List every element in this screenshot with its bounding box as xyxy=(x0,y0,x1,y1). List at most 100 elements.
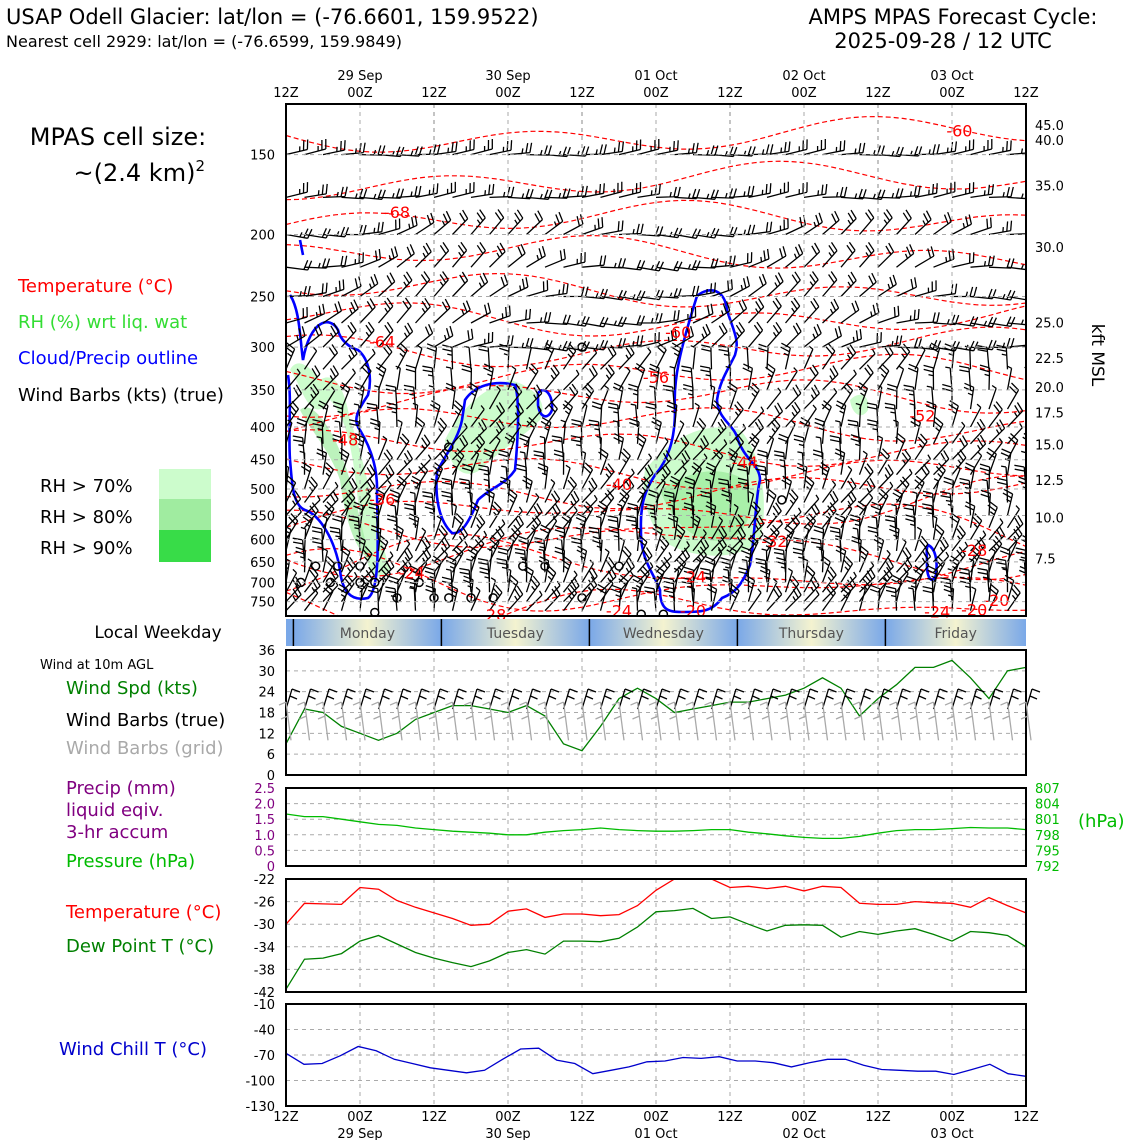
wind-barb xyxy=(803,364,819,391)
wind-barb-grid xyxy=(815,701,829,741)
wind-barb xyxy=(522,475,533,503)
bottom-hour-label: 12Z xyxy=(569,1110,595,1125)
wind-barb xyxy=(840,300,860,324)
wind-barb xyxy=(489,242,506,268)
wind-barb xyxy=(644,586,657,611)
wind-barb xyxy=(891,503,898,528)
panel-frame xyxy=(285,1003,1027,1107)
wind-barb xyxy=(706,583,718,611)
panel-left-tick: 0 xyxy=(267,860,275,875)
wind-barb xyxy=(859,349,876,370)
wind-barb xyxy=(599,579,614,602)
wind-barb xyxy=(730,224,756,236)
wind-barb xyxy=(627,502,639,528)
wind-barb xyxy=(489,418,506,445)
wind-barb xyxy=(803,513,817,540)
wind-barb xyxy=(433,141,458,156)
wind-barb xyxy=(914,475,925,503)
weekday-label: Friday xyxy=(934,626,976,642)
wind-barb xyxy=(784,567,794,593)
temperature-contour-label: -24 xyxy=(606,602,632,621)
wind-barb xyxy=(322,279,345,298)
wind-barb xyxy=(711,418,727,445)
wind-barb xyxy=(970,184,995,199)
wind-barb xyxy=(840,209,857,235)
wind-barb xyxy=(618,139,642,156)
wind-barb-grid xyxy=(907,701,921,741)
wind-barb xyxy=(803,242,821,268)
wind-barb xyxy=(618,223,644,236)
bottom-hour-label: 00Z xyxy=(643,1110,669,1125)
bottom-time-axis: 12Z 00Z 12Z 00Z 12Z 00Z 12Z 00Z 12Z 00Z 12Z 29 Sep 3… xyxy=(273,1110,1039,1140)
panel-left-tick: -40 xyxy=(254,1024,275,1039)
wind-barb xyxy=(322,365,339,391)
wind-barb xyxy=(840,490,857,516)
top-hour-label: 00Z xyxy=(939,86,965,101)
wind-barb xyxy=(1007,264,1026,271)
wind-barb xyxy=(415,323,434,348)
wind-barb xyxy=(581,567,598,593)
wind-barb xyxy=(488,577,497,602)
wind-barb xyxy=(563,490,580,516)
wind-barb xyxy=(822,210,840,235)
wind-barbs-grid-label: Wind Barbs (grid) xyxy=(66,738,224,759)
calm-marker xyxy=(518,561,528,571)
wind-10m-title: Wind at 10m AGL xyxy=(40,658,154,673)
pressure-tick-label: 200 xyxy=(250,229,275,244)
weekday-label: Tuesday xyxy=(486,626,544,642)
wind-barb xyxy=(461,463,473,490)
weekday-label: Monday xyxy=(340,626,395,642)
wind-barb-grid xyxy=(944,701,958,741)
wind-barb xyxy=(705,478,713,503)
wind-barb xyxy=(461,364,473,390)
wind-barb xyxy=(785,297,801,324)
wind-barb xyxy=(840,188,867,200)
wind-barb xyxy=(591,401,603,428)
wind-barb xyxy=(690,512,701,540)
wind-barb xyxy=(877,464,894,490)
wind-barb xyxy=(914,339,942,351)
panel-left-tick: 2.5 xyxy=(254,782,275,797)
wind-barb xyxy=(933,249,955,268)
wind-barb xyxy=(403,384,417,410)
wind-barb xyxy=(1006,505,1020,529)
wind-barb xyxy=(544,503,561,529)
wind-barb xyxy=(729,276,751,298)
wind-barb xyxy=(1007,319,1026,326)
wind-barb xyxy=(669,475,681,503)
wind-barb xyxy=(711,279,733,298)
panel-right-tick: 801 xyxy=(1035,813,1060,828)
wind-barb xyxy=(877,305,900,324)
wind-barb xyxy=(377,480,392,503)
pressure-tick-label: 500 xyxy=(250,483,275,498)
wind-barb xyxy=(378,218,401,236)
wind-barb xyxy=(674,541,690,563)
wind-barb xyxy=(692,417,707,445)
wind-barb xyxy=(803,384,820,410)
wind-barb xyxy=(822,271,838,297)
wind-barb xyxy=(498,449,509,475)
wind-barb-grid xyxy=(778,701,792,741)
wind-barb xyxy=(304,577,321,603)
wind-barb xyxy=(514,547,528,573)
wind-barb xyxy=(396,297,412,324)
wind-barb xyxy=(560,419,567,444)
temperature-contour xyxy=(286,379,1026,418)
wind-barb xyxy=(932,417,944,445)
wind-barb xyxy=(451,400,464,428)
wind-barb xyxy=(654,565,665,593)
bottom-hour-label: 12Z xyxy=(1013,1110,1039,1125)
temperature-contour xyxy=(286,503,1026,549)
wind-barb xyxy=(544,211,564,236)
wind-barb-grid xyxy=(445,701,459,741)
wind-barb xyxy=(986,447,997,475)
wind-barb xyxy=(951,449,967,476)
wind-barb xyxy=(1018,476,1026,503)
wind-barb xyxy=(711,188,738,199)
rh70-label: RH > 70% xyxy=(40,476,133,497)
top-hour-label: 00Z xyxy=(643,86,669,101)
top-hour-label: 12Z xyxy=(421,86,447,101)
wind-barb xyxy=(884,402,898,428)
wind-barb xyxy=(766,417,781,445)
